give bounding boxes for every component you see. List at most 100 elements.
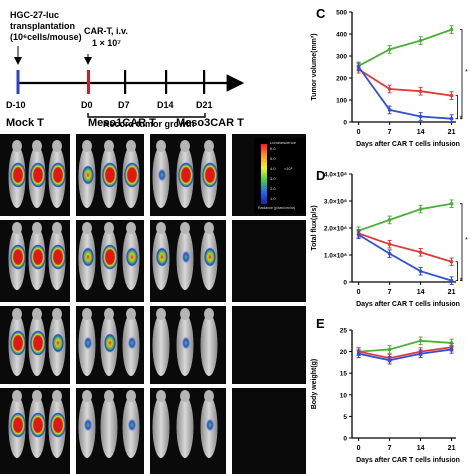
injection-2-label: CAR-T, i.v. 1 × 10⁷: [84, 26, 128, 48]
significance-marker: *: [465, 69, 468, 76]
tumor-signal: [126, 247, 138, 267]
y-tick-label: 25: [340, 328, 348, 335]
significance-bracket: [460, 29, 463, 120]
luminescence-title: Luminescence: [270, 140, 296, 145]
imaging-col-divider: [70, 134, 76, 474]
x-tick-label: 14: [417, 289, 425, 296]
y-tick-label: 100: [336, 98, 347, 105]
imaging-col-divider: [144, 134, 150, 474]
y-tick-label: 4.0×10⁸: [324, 172, 347, 179]
mouse-head: [52, 308, 62, 320]
day-label-d14: D14: [157, 100, 174, 110]
data-point-meso3: [387, 358, 392, 363]
significance-bracket: [455, 95, 458, 120]
y-tick-label: 500: [336, 10, 347, 17]
mouse-head: [104, 390, 114, 402]
group-label-mock: Mock T: [6, 117, 44, 129]
significance-bracket: [455, 261, 458, 282]
mouse-body: [152, 314, 170, 376]
day-label-d0: D0: [81, 100, 93, 110]
mouse-head: [32, 390, 42, 402]
y-tick-label: 200: [336, 76, 347, 83]
x-axis-label: Days after CAR T cells infusion: [356, 301, 460, 308]
data-point-mock: [418, 339, 423, 343]
mouse-head: [156, 308, 166, 320]
mouse-head: [32, 308, 42, 320]
record-bracket: [87, 113, 206, 118]
mouse-head: [82, 140, 92, 152]
group-label-meso1: Meso1CAR T: [88, 117, 156, 129]
y-tick-label: 1.0×10⁸: [324, 253, 347, 260]
y-tick-label: 400: [336, 32, 347, 39]
data-point-mock: [418, 207, 423, 211]
tick-d21: [203, 70, 206, 94]
mouse-head: [180, 222, 190, 234]
tumor-signal: [10, 330, 26, 356]
y-axis-label: Tumor volume(mm³): [311, 33, 318, 100]
tumor-signal: [124, 162, 140, 188]
mouse-head: [180, 390, 190, 402]
series-line-meso3: [358, 233, 452, 282]
tumor-signal: [10, 244, 26, 270]
panel-letter-e: E: [316, 316, 325, 331]
x-tick-label: 21: [448, 445, 456, 452]
significance-marker: *: [460, 116, 463, 123]
mouse-head: [126, 390, 136, 402]
tumor-signal: [158, 168, 166, 182]
tumor-signal: [10, 412, 26, 438]
tick-d-minus10: [16, 70, 20, 94]
y-tick-label: 0: [343, 280, 347, 287]
tumor-signal: [30, 412, 46, 438]
data-point-meso3: [356, 232, 361, 237]
data-point-meso3: [449, 347, 454, 352]
data-point-meso1: [449, 259, 454, 264]
data-point-mock: [449, 27, 454, 32]
data-point-meso1: [418, 89, 423, 93]
x-tick-label: 14: [417, 445, 425, 452]
data-point-mock: [387, 218, 392, 222]
x-axis-label: Days after CAR T cells infusion: [356, 141, 460, 148]
significance-marker: *: [465, 237, 468, 244]
imaging-col-divider: [226, 134, 232, 474]
mouse-head: [104, 140, 114, 152]
scale-tick-4: 2.0: [270, 186, 276, 191]
imaging-row-divider: [0, 384, 306, 388]
data-point-meso3: [449, 278, 454, 283]
mouse-head: [204, 140, 214, 152]
y-tick-label: 2.0×10⁸: [324, 226, 347, 233]
tumor-signal: [102, 244, 118, 270]
mouse-head: [52, 222, 62, 234]
y-tick-label: 5: [343, 414, 347, 421]
luminescence-colorbar: [261, 144, 267, 204]
x-tick-label: 0: [357, 289, 361, 296]
tumor-signal: [128, 336, 136, 350]
tumor-signal: [50, 162, 66, 188]
series-line-meso1: [358, 232, 452, 263]
mouse-body: [100, 396, 118, 458]
scale-tick-5: 1.0: [270, 196, 276, 201]
tumor-signal: [202, 162, 218, 188]
tumor-signal: [128, 418, 136, 432]
imaging-mice: [8, 140, 218, 458]
data-point-mock: [387, 347, 392, 352]
tick-d14: [165, 70, 168, 94]
scale-tick-2: 4.0: [270, 166, 276, 171]
day-label-d-minus10: D-10: [6, 100, 26, 110]
data-point-mock: [387, 47, 392, 52]
scale-units-label: Radiance (p/sec/cm²/sr): [258, 206, 296, 210]
mouse-body: [152, 396, 170, 458]
mouse-head: [204, 390, 214, 402]
mouse-head: [126, 140, 136, 152]
scale-exponent: ×10⁶: [284, 166, 293, 171]
tumor-signal: [102, 162, 118, 188]
mouse-head: [204, 308, 214, 320]
chart-e: 0 5 10 15 20 25 0 7 14 21 Days after CAR T cells i…: [311, 328, 460, 465]
data-point-meso3: [449, 116, 454, 121]
luminescence-scale: Luminescence 6.0 5.0 4.0 ×10⁶ 3.0 2.0 1.…: [254, 138, 306, 214]
series-line-mock: [358, 202, 452, 232]
tumor-signal: [182, 336, 190, 350]
data-point-meso3: [387, 108, 392, 112]
mouse-head: [156, 222, 166, 234]
mouse-head: [180, 140, 190, 152]
data-point-meso1: [387, 242, 392, 246]
